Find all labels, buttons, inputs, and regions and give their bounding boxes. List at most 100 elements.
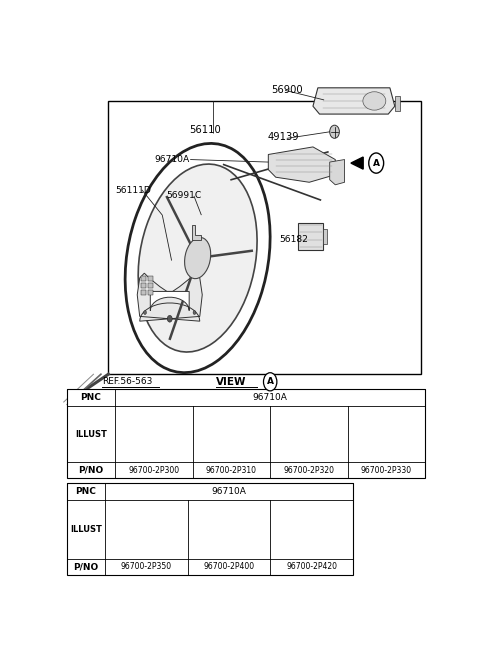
Ellipse shape [138, 164, 257, 352]
Bar [298, 520, 300, 522]
Text: PNC: PNC [81, 393, 101, 402]
Bar [133, 520, 136, 522]
Circle shape [330, 125, 339, 138]
Polygon shape [294, 424, 324, 445]
Bar [219, 523, 221, 525]
Bar [240, 428, 242, 430]
Bar [136, 523, 139, 525]
Circle shape [164, 441, 166, 442]
Bar [108, 102, 421, 374]
Circle shape [230, 443, 232, 446]
Bar [219, 526, 221, 529]
Polygon shape [214, 519, 244, 541]
Bar [242, 428, 245, 430]
Bar [323, 523, 325, 525]
Circle shape [153, 443, 155, 446]
Bar [148, 276, 153, 281]
Text: P/NO: P/NO [78, 466, 104, 474]
Bar [301, 526, 304, 529]
Polygon shape [139, 424, 168, 445]
Text: A: A [267, 377, 274, 386]
Bar [373, 428, 376, 430]
Bar [237, 526, 240, 529]
Circle shape [369, 153, 384, 173]
Circle shape [311, 539, 312, 541]
Circle shape [397, 441, 398, 442]
Text: 56900: 56900 [271, 85, 302, 95]
Bar [323, 526, 325, 529]
Text: 96700-2P320: 96700-2P320 [284, 466, 335, 474]
Bar [141, 290, 146, 295]
Bar [395, 431, 397, 434]
Bar [323, 229, 327, 245]
Circle shape [134, 536, 136, 538]
Circle shape [319, 441, 321, 442]
Circle shape [264, 373, 277, 391]
Text: 96700-2P420: 96700-2P420 [286, 562, 337, 571]
Bar [373, 425, 376, 427]
Bar [237, 520, 240, 522]
Bar [377, 428, 379, 430]
Polygon shape [302, 527, 321, 536]
Bar [216, 523, 218, 525]
Bar [397, 428, 400, 430]
Polygon shape [132, 519, 162, 541]
Bar [219, 520, 221, 522]
Polygon shape [150, 291, 189, 311]
Bar [320, 428, 323, 430]
Bar [216, 526, 218, 529]
Bar [395, 425, 397, 427]
Bar [242, 425, 245, 427]
Text: 56110: 56110 [189, 125, 221, 135]
Bar [216, 520, 218, 522]
Bar [320, 425, 323, 427]
Circle shape [145, 539, 148, 541]
Circle shape [297, 441, 299, 442]
Circle shape [385, 443, 388, 446]
Bar [397, 431, 400, 434]
Bar [67, 390, 425, 478]
Text: 49139: 49139 [267, 133, 299, 142]
Text: ILLUST: ILLUST [75, 430, 107, 438]
Text: PNC: PNC [75, 487, 96, 496]
Bar [298, 526, 300, 529]
Circle shape [220, 441, 221, 442]
Text: 56182: 56182 [279, 235, 309, 244]
Polygon shape [192, 225, 202, 240]
Polygon shape [351, 157, 363, 169]
Bar [141, 276, 146, 281]
Bar [317, 425, 319, 427]
Text: 96700-2P350: 96700-2P350 [121, 562, 172, 571]
Bar [158, 523, 160, 525]
Bar [323, 520, 325, 522]
Polygon shape [220, 527, 238, 536]
Bar [133, 526, 136, 529]
Circle shape [157, 536, 159, 538]
Bar [298, 222, 324, 251]
Bar [298, 523, 300, 525]
Polygon shape [137, 527, 156, 536]
Text: 56111D: 56111D [115, 186, 151, 195]
Bar [301, 523, 304, 525]
Bar [320, 520, 322, 522]
Text: 96710A: 96710A [253, 393, 288, 402]
Bar [320, 526, 322, 529]
Circle shape [308, 443, 310, 446]
Bar [133, 523, 136, 525]
Bar [158, 526, 160, 529]
Bar [158, 520, 160, 522]
Bar [141, 283, 146, 288]
Bar [317, 431, 319, 434]
Bar [155, 523, 157, 525]
Polygon shape [217, 424, 246, 445]
Polygon shape [313, 88, 395, 114]
Bar [317, 428, 319, 430]
Ellipse shape [363, 92, 386, 110]
Polygon shape [223, 432, 240, 441]
Polygon shape [300, 432, 318, 441]
Polygon shape [137, 273, 202, 321]
Bar [240, 526, 243, 529]
Text: 96710A: 96710A [155, 155, 190, 164]
Polygon shape [145, 432, 163, 441]
Polygon shape [296, 519, 327, 541]
